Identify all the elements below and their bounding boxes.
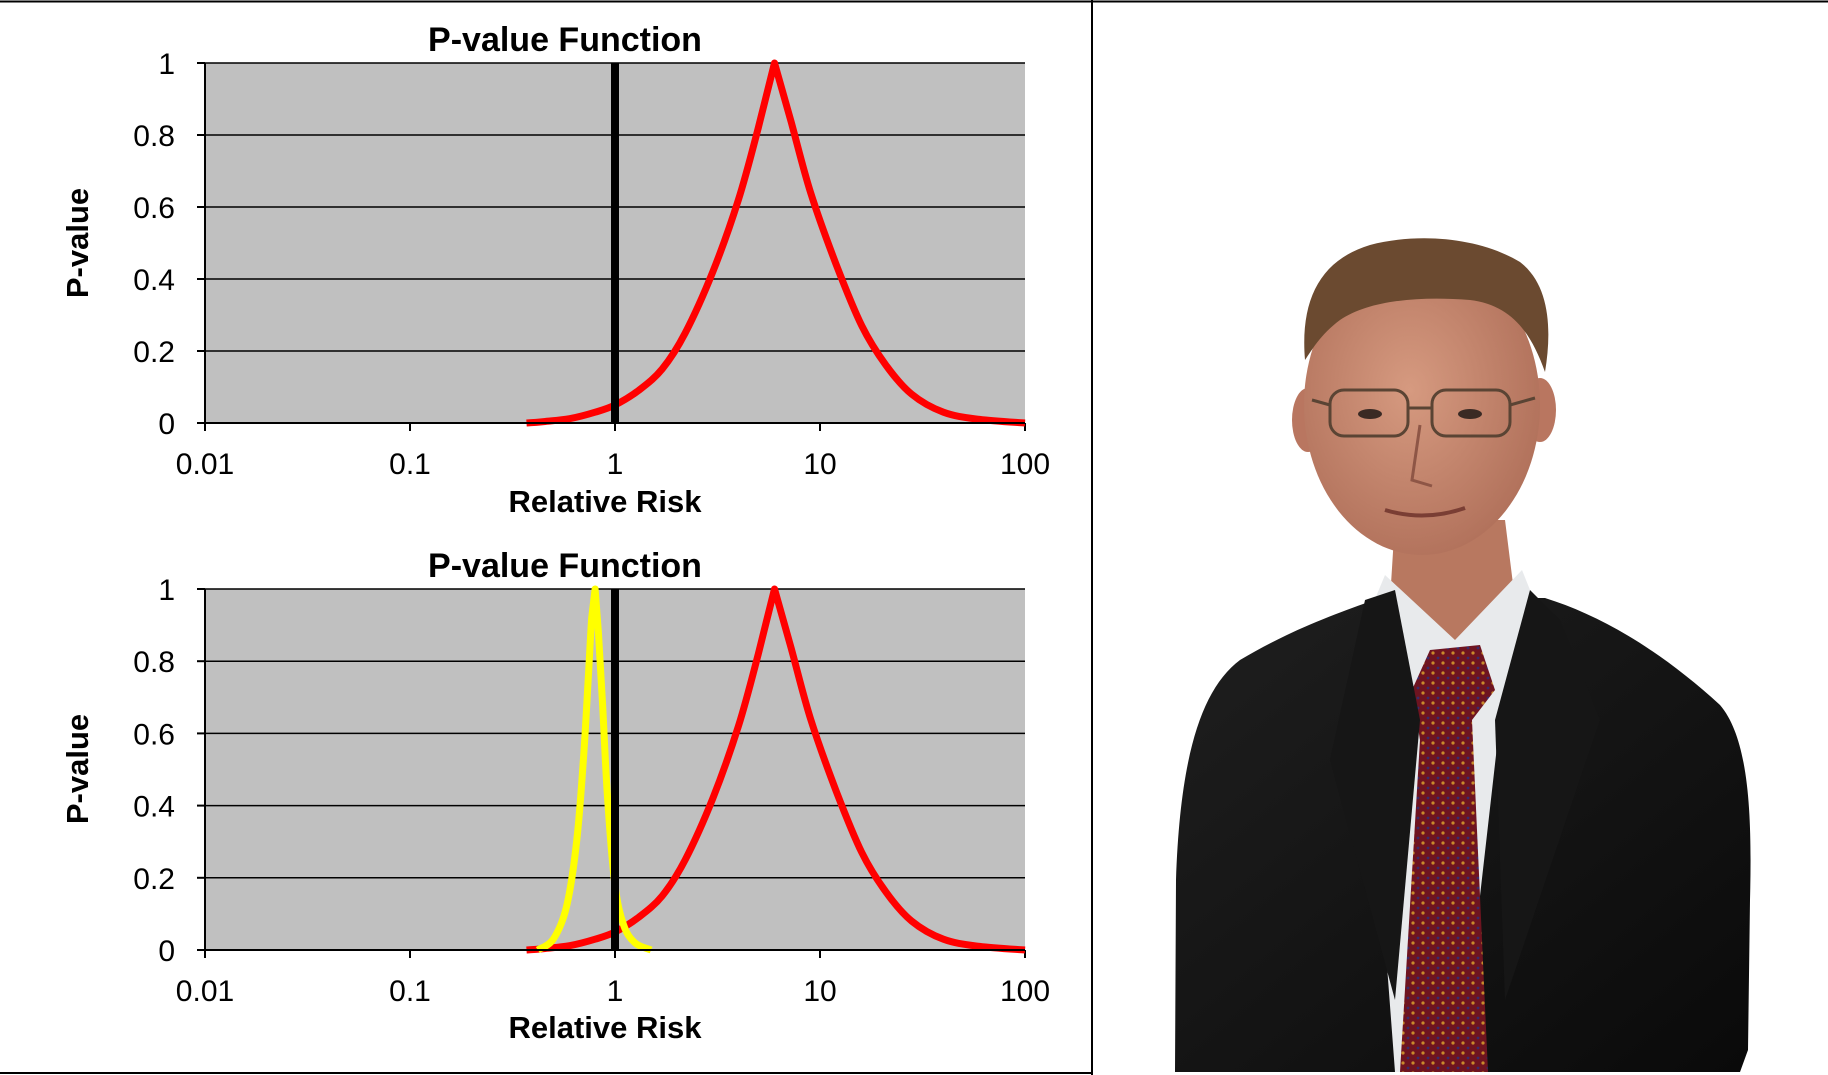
left-lapel: [1330, 590, 1420, 1000]
x-tick-label: 0.1: [389, 448, 431, 481]
chart-top: P-value Function 0 0.2 0.4 0.6 0.8 1 0.01 0.1 1…: [60, 21, 1050, 519]
x-tick-label: 1: [607, 448, 624, 481]
y-axis-ticks: 0 0.2 0.4 0.6 0.8 1: [133, 48, 205, 441]
nose: [1410, 424, 1433, 488]
x-axis-ticks: 0.01 0.1 1 10 100: [176, 423, 1050, 481]
y-tick-label: 0.2: [133, 336, 175, 369]
series-line-2: [535, 585, 653, 954]
hair: [1304, 238, 1549, 372]
chart-bottom: P-value Function 0 0.2 0.4 0.6 0.8 1 0.01 0.1 1…: [60, 547, 1050, 1045]
series-lines: [526, 585, 1026, 954]
y-tick-label: 0.2: [133, 863, 175, 896]
x-axis-label: Relative Risk: [509, 484, 703, 519]
x-tick-label: 10: [803, 448, 836, 481]
face: [1304, 255, 1540, 555]
y-tick-label: 0.4: [133, 264, 175, 297]
glasses: [1311, 388, 1536, 438]
x-tick-label: 1: [607, 975, 624, 1008]
y-tick-label: 0.8: [133, 120, 175, 153]
y-tick-label: 0: [158, 935, 175, 968]
y-tick-label: 0.6: [133, 192, 175, 225]
right-eye: [1458, 409, 1482, 419]
x-axis-ticks: 0.01 0.1 1 10 100: [176, 950, 1050, 1008]
series-line-1: [526, 585, 1026, 954]
left-eye: [1358, 409, 1382, 419]
y-tick-label: 1: [158, 48, 175, 81]
y-tick-label: 1: [158, 574, 175, 607]
y-tick-label: 0.4: [133, 791, 175, 824]
y-axis-label: P-value: [60, 188, 95, 298]
series-line-1: [526, 59, 1026, 427]
mouth: [1384, 506, 1466, 518]
x-axis-label: Relative Risk: [509, 1010, 703, 1045]
y-axis-label: P-value: [60, 714, 95, 824]
x-tick-label: 100: [1000, 975, 1050, 1008]
chart-title: P-value Function: [428, 547, 702, 585]
x-tick-label: 100: [1000, 448, 1050, 481]
y-tick-label: 0.8: [133, 646, 175, 679]
right-lapel: [1495, 590, 1600, 1000]
y-axis-ticks: 0 0.2 0.4 0.6 0.8 1: [133, 574, 205, 968]
y-tick-label: 0.6: [133, 718, 175, 751]
x-tick-label: 0.1: [389, 975, 431, 1008]
y-tick-label: 0: [158, 408, 175, 441]
tie: [1400, 645, 1495, 1072]
portrait-photo: [1175, 238, 1751, 1072]
series-lines: [526, 59, 1026, 427]
x-tick-label: 10: [803, 975, 836, 1008]
chart-title: P-value Function: [428, 21, 702, 59]
x-tick-label: 0.01: [176, 975, 234, 1008]
x-tick-label: 0.01: [176, 448, 234, 481]
